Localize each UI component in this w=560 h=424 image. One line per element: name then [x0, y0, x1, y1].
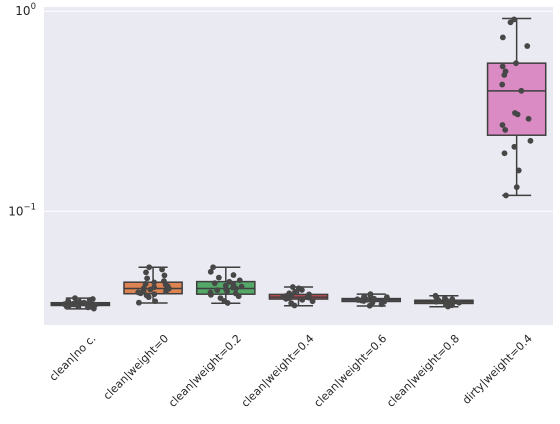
x-tick-label: clean|no c. [47, 332, 99, 384]
x-tick-label: clean|weight=0.4 [239, 332, 317, 410]
y-tick-exponent: −1 [23, 202, 36, 212]
data-point [151, 284, 158, 291]
data-point [72, 295, 78, 302]
data-point [144, 275, 151, 282]
data-point [215, 274, 222, 281]
data-point [151, 291, 158, 298]
data-point [525, 115, 532, 122]
data-point [217, 295, 224, 302]
data-point [222, 282, 229, 289]
y-tick-exponent: 0 [31, 2, 36, 12]
data-point [159, 266, 165, 273]
data-point [295, 285, 302, 292]
data-point [441, 295, 448, 302]
data-point [309, 298, 316, 305]
x-tick-label: dirty|weight=0.4 [460, 332, 535, 407]
data-point [306, 291, 312, 298]
x-tick-label: clean|weight=0.6 [311, 332, 389, 410]
data-point [354, 296, 361, 303]
data-point [76, 298, 83, 305]
x-tick-label: clean|weight=0 [101, 332, 171, 402]
data-point [513, 60, 519, 67]
data-point [367, 291, 374, 298]
data-point [361, 293, 368, 300]
data-point [289, 284, 296, 290]
data-point [449, 296, 456, 303]
data-point [89, 296, 96, 302]
x-tick-label: clean|weight=0.8 [384, 332, 462, 410]
y-tick-base: 10 [15, 4, 30, 18]
y-tick-label: 100 [15, 2, 36, 18]
data-point [432, 292, 439, 299]
data-point [524, 43, 531, 49]
data-point [501, 150, 508, 157]
box-body [486, 62, 547, 136]
data-point [210, 264, 216, 271]
data-point [207, 268, 214, 275]
data-point [499, 63, 506, 70]
box-4 [268, 286, 329, 307]
x-axis: clean|no c. clean|weight=0clean|weight=0.… [47, 332, 535, 410]
data-point [288, 300, 295, 307]
data-point [136, 299, 142, 306]
data-point [518, 87, 525, 94]
data-point [286, 290, 293, 297]
data-point [143, 292, 150, 299]
data-point [511, 143, 518, 150]
data-point [511, 16, 517, 23]
data-point [499, 34, 506, 41]
data-point [383, 294, 390, 301]
data-point [499, 122, 506, 128]
data-point [65, 298, 72, 304]
data-point [502, 68, 509, 75]
data-point [161, 278, 167, 284]
data-point [226, 278, 233, 285]
strip-points [61, 16, 534, 312]
data-point [292, 288, 298, 295]
data-point [236, 277, 243, 284]
data-point [499, 81, 506, 88]
data-point [515, 167, 522, 174]
data-point [512, 110, 518, 116]
data-point [527, 137, 534, 144]
x-tick-label: clean|weight=0.2 [166, 332, 244, 410]
data-point [207, 289, 214, 296]
data-point [92, 301, 99, 308]
data-point [211, 280, 218, 287]
y-tick-base: 10 [8, 204, 23, 218]
data-point [161, 272, 168, 279]
data-point [381, 298, 388, 305]
data-point [81, 299, 87, 306]
data-point [143, 269, 149, 276]
data-point [513, 184, 520, 191]
data-point [502, 127, 509, 133]
data-point [135, 289, 142, 296]
y-tick-label: 10−1 [8, 202, 36, 218]
data-point [238, 283, 245, 290]
data-point [214, 287, 221, 294]
data-point [371, 295, 378, 302]
data-point [146, 264, 153, 271]
data-point [503, 192, 509, 199]
data-point [456, 299, 462, 306]
box-7 [486, 17, 547, 197]
data-point [232, 290, 239, 297]
data-point [142, 280, 149, 287]
grid-lines [44, 10, 553, 212]
plot-area-background [44, 7, 553, 325]
data-point [152, 298, 159, 305]
data-point [230, 272, 237, 278]
data-point [151, 279, 158, 286]
data-point [299, 296, 306, 303]
